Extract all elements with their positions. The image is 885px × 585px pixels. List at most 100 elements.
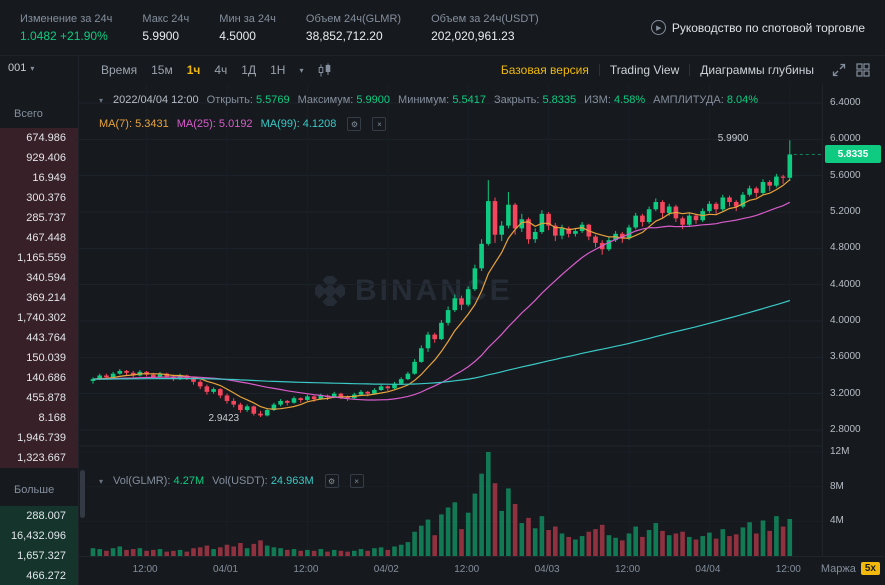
time-tick-label: 12:00 xyxy=(615,564,641,575)
scrollbar-thumb[interactable] xyxy=(80,470,85,518)
time-tick-label: 12:00 xyxy=(132,564,158,575)
margin-label: Маржа xyxy=(820,562,856,575)
price-tick-label: 3.6000 xyxy=(830,351,861,363)
market-stats-bar: Изменение за 24ч 1.0482 +21.90% Макс 24ч… xyxy=(0,0,885,56)
order-book-row[interactable]: 16,432.096 xyxy=(0,526,78,546)
price-tick-label: 6.0000 xyxy=(830,133,861,145)
stat-label: Объем 24ч(GLMR) xyxy=(305,12,402,25)
order-book-row[interactable]: 466.272 xyxy=(0,566,78,585)
order-book-row[interactable]: 674.986 xyxy=(0,128,78,148)
chevron-down-icon: ▾ xyxy=(30,63,35,73)
interval-tab-1w[interactable]: 1Н xyxy=(270,63,286,77)
chart-toolbar: Время 15м 1ч 4ч 1Д 1Н ▾ Базовая версия T… xyxy=(79,56,885,84)
time-axis[interactable]: Маржа 5x 12:00 04/01 12:00 04/02 12:00 04/03 1… xyxy=(79,556,885,585)
candlestick-chart[interactable]: BINANCE ▾ 2022/04/04 12:00 Открыть: 5.57… xyxy=(79,84,822,556)
order-book-row[interactable]: 1,323.667 xyxy=(0,448,78,468)
precision-dropdown[interactable]: 001 ▾ xyxy=(8,62,34,74)
stat-value: 4.5000 xyxy=(219,28,256,43)
price-tick-label: 4.4000 xyxy=(830,278,861,290)
order-book-row[interactable]: 16.949 xyxy=(0,168,78,188)
volume-tick-label: 4M xyxy=(830,515,844,527)
interval-tab-1h[interactable]: 1ч xyxy=(186,63,201,77)
interval-more-dropdown-icon[interactable]: ▾ xyxy=(299,65,304,75)
stat-label: Изменение за 24ч xyxy=(20,12,113,25)
stat-value: 5.9900 xyxy=(142,28,180,43)
order-book-row[interactable]: 455.878 xyxy=(0,388,78,408)
fullscreen-expand-icon[interactable] xyxy=(832,63,846,77)
order-book-row[interactable]: 8.168 xyxy=(0,408,78,428)
play-circle-icon: ▶ xyxy=(650,20,666,35)
order-book-column-header: Всего xyxy=(14,108,43,120)
order-book-buy-rows: 288.007 16,432.096 1,657.327 466.272 xyxy=(0,506,78,585)
interval-tab-4h[interactable]: 4ч xyxy=(214,63,228,77)
time-tick-label: 04/04 xyxy=(695,564,721,575)
volume-tick-label: 12M xyxy=(830,446,850,458)
order-book-row[interactable]: 467.448 xyxy=(0,228,78,248)
order-book-row[interactable]: 929.406 xyxy=(0,148,78,168)
order-book-row[interactable]: 369.214 xyxy=(0,288,78,308)
interval-tab-time[interactable]: Время xyxy=(101,63,138,77)
price-tick-label: 4.8000 xyxy=(830,242,861,254)
price-tick-label: 3.2000 xyxy=(830,387,861,399)
volume-tick-label: 8M xyxy=(830,480,844,492)
time-tick-label: 12:00 xyxy=(454,564,480,575)
price-tick-label: 5.2000 xyxy=(830,205,861,217)
order-book-row[interactable]: 1,657.327 xyxy=(0,546,78,566)
time-tick-label: 04/02 xyxy=(373,564,399,575)
spot-guide-link[interactable]: ▶ Руководство по спотовой торговле xyxy=(650,20,865,35)
chart-view-tabs: Базовая версия Trading View Диаграммы гл… xyxy=(501,63,870,77)
stat-volume-quote: Объем за 24ч(USDT) 202,020,961.23 xyxy=(431,13,539,43)
price-axis[interactable]: 5.8335 6.4000 6.0000 5.6000 5.2000 4.8000 4.4… xyxy=(822,84,885,556)
volume-close-icon[interactable]: × xyxy=(349,474,364,488)
order-book-row[interactable]: 1,740.302 xyxy=(0,308,78,328)
stat-value: 38,852,712.20 xyxy=(305,28,383,43)
stat-label: Объем за 24ч(USDT) xyxy=(431,12,539,25)
separator xyxy=(598,64,600,76)
order-book-row[interactable]: 1,165.559 xyxy=(0,248,78,268)
order-book-row[interactable]: 340.594 xyxy=(0,268,78,288)
stat-value: 1.0482 +21.90% xyxy=(20,28,108,43)
time-tick-label: 04/01 xyxy=(213,564,239,575)
spot-guide-label: Руководство по спотовой торговле xyxy=(671,20,865,35)
stat-low-24h: Мин за 24ч 4.5000 xyxy=(219,13,276,43)
order-book-row[interactable]: 140.686 xyxy=(0,368,78,388)
order-book-row[interactable]: 288.007 xyxy=(0,506,78,526)
grid-layout-icon[interactable] xyxy=(856,63,870,77)
stat-volume-base: Объем 24ч(GLMR) 38,852,712.20 xyxy=(306,13,401,43)
last-price-tag: 5.8335 xyxy=(825,145,881,164)
price-tick-label: 2.8000 xyxy=(830,423,861,435)
ma-close-icon[interactable]: × xyxy=(372,117,387,131)
view-tab-tradingview[interactable]: Trading View xyxy=(609,63,680,77)
order-book-more-link[interactable]: Больше xyxy=(14,484,55,496)
order-book-row[interactable]: 285.737 xyxy=(0,208,78,228)
view-tab-depth[interactable]: Диаграммы глубины xyxy=(700,63,814,77)
order-book-row[interactable]: 1,946.739 xyxy=(0,428,78,448)
stat-label: Мин за 24ч xyxy=(219,12,276,25)
order-book-panel: 001 ▾ Всего 674.986 929.406 16.949 300.3… xyxy=(0,56,78,585)
separator xyxy=(689,64,691,76)
ma-settings-icon[interactable]: ⚙ xyxy=(347,117,362,131)
order-book-row[interactable]: 443.764 xyxy=(0,328,78,348)
order-book-sell-rows: 674.986 929.406 16.949 300.376 285.737 4… xyxy=(0,128,78,468)
chart-panel: Время 15м 1ч 4ч 1Д 1Н ▾ Базовая версия T… xyxy=(78,56,885,585)
chart-plot-svg[interactable] xyxy=(79,84,822,556)
stat-value: 202,020,961.23 xyxy=(431,28,515,43)
stat-label: Макс 24ч xyxy=(142,12,190,25)
margin-leverage-badge[interactable]: 5x xyxy=(860,562,880,575)
interval-tab-1d[interactable]: 1Д xyxy=(241,63,257,77)
time-tick-label: 12:00 xyxy=(293,564,319,575)
view-tab-basic[interactable]: Базовая версия xyxy=(500,63,589,77)
chart-style-icon[interactable] xyxy=(317,63,332,78)
time-tick-label: 04/03 xyxy=(534,564,560,575)
binance-watermark: BINANCE xyxy=(315,274,513,308)
watermark-text: BINANCE xyxy=(355,274,513,307)
margin-control[interactable]: Маржа 5x xyxy=(821,562,880,575)
volume-settings-icon[interactable]: ⚙ xyxy=(324,474,339,488)
price-tick-label: 6.4000 xyxy=(830,97,861,108)
order-book-row[interactable]: 300.376 xyxy=(0,188,78,208)
stat-change-24h: Изменение за 24ч 1.0482 +21.90% xyxy=(20,13,112,43)
order-book-row[interactable]: 150.039 xyxy=(0,348,78,368)
interval-tab-15m[interactable]: 15м xyxy=(151,63,173,77)
price-tick-label: 5.6000 xyxy=(830,169,861,181)
